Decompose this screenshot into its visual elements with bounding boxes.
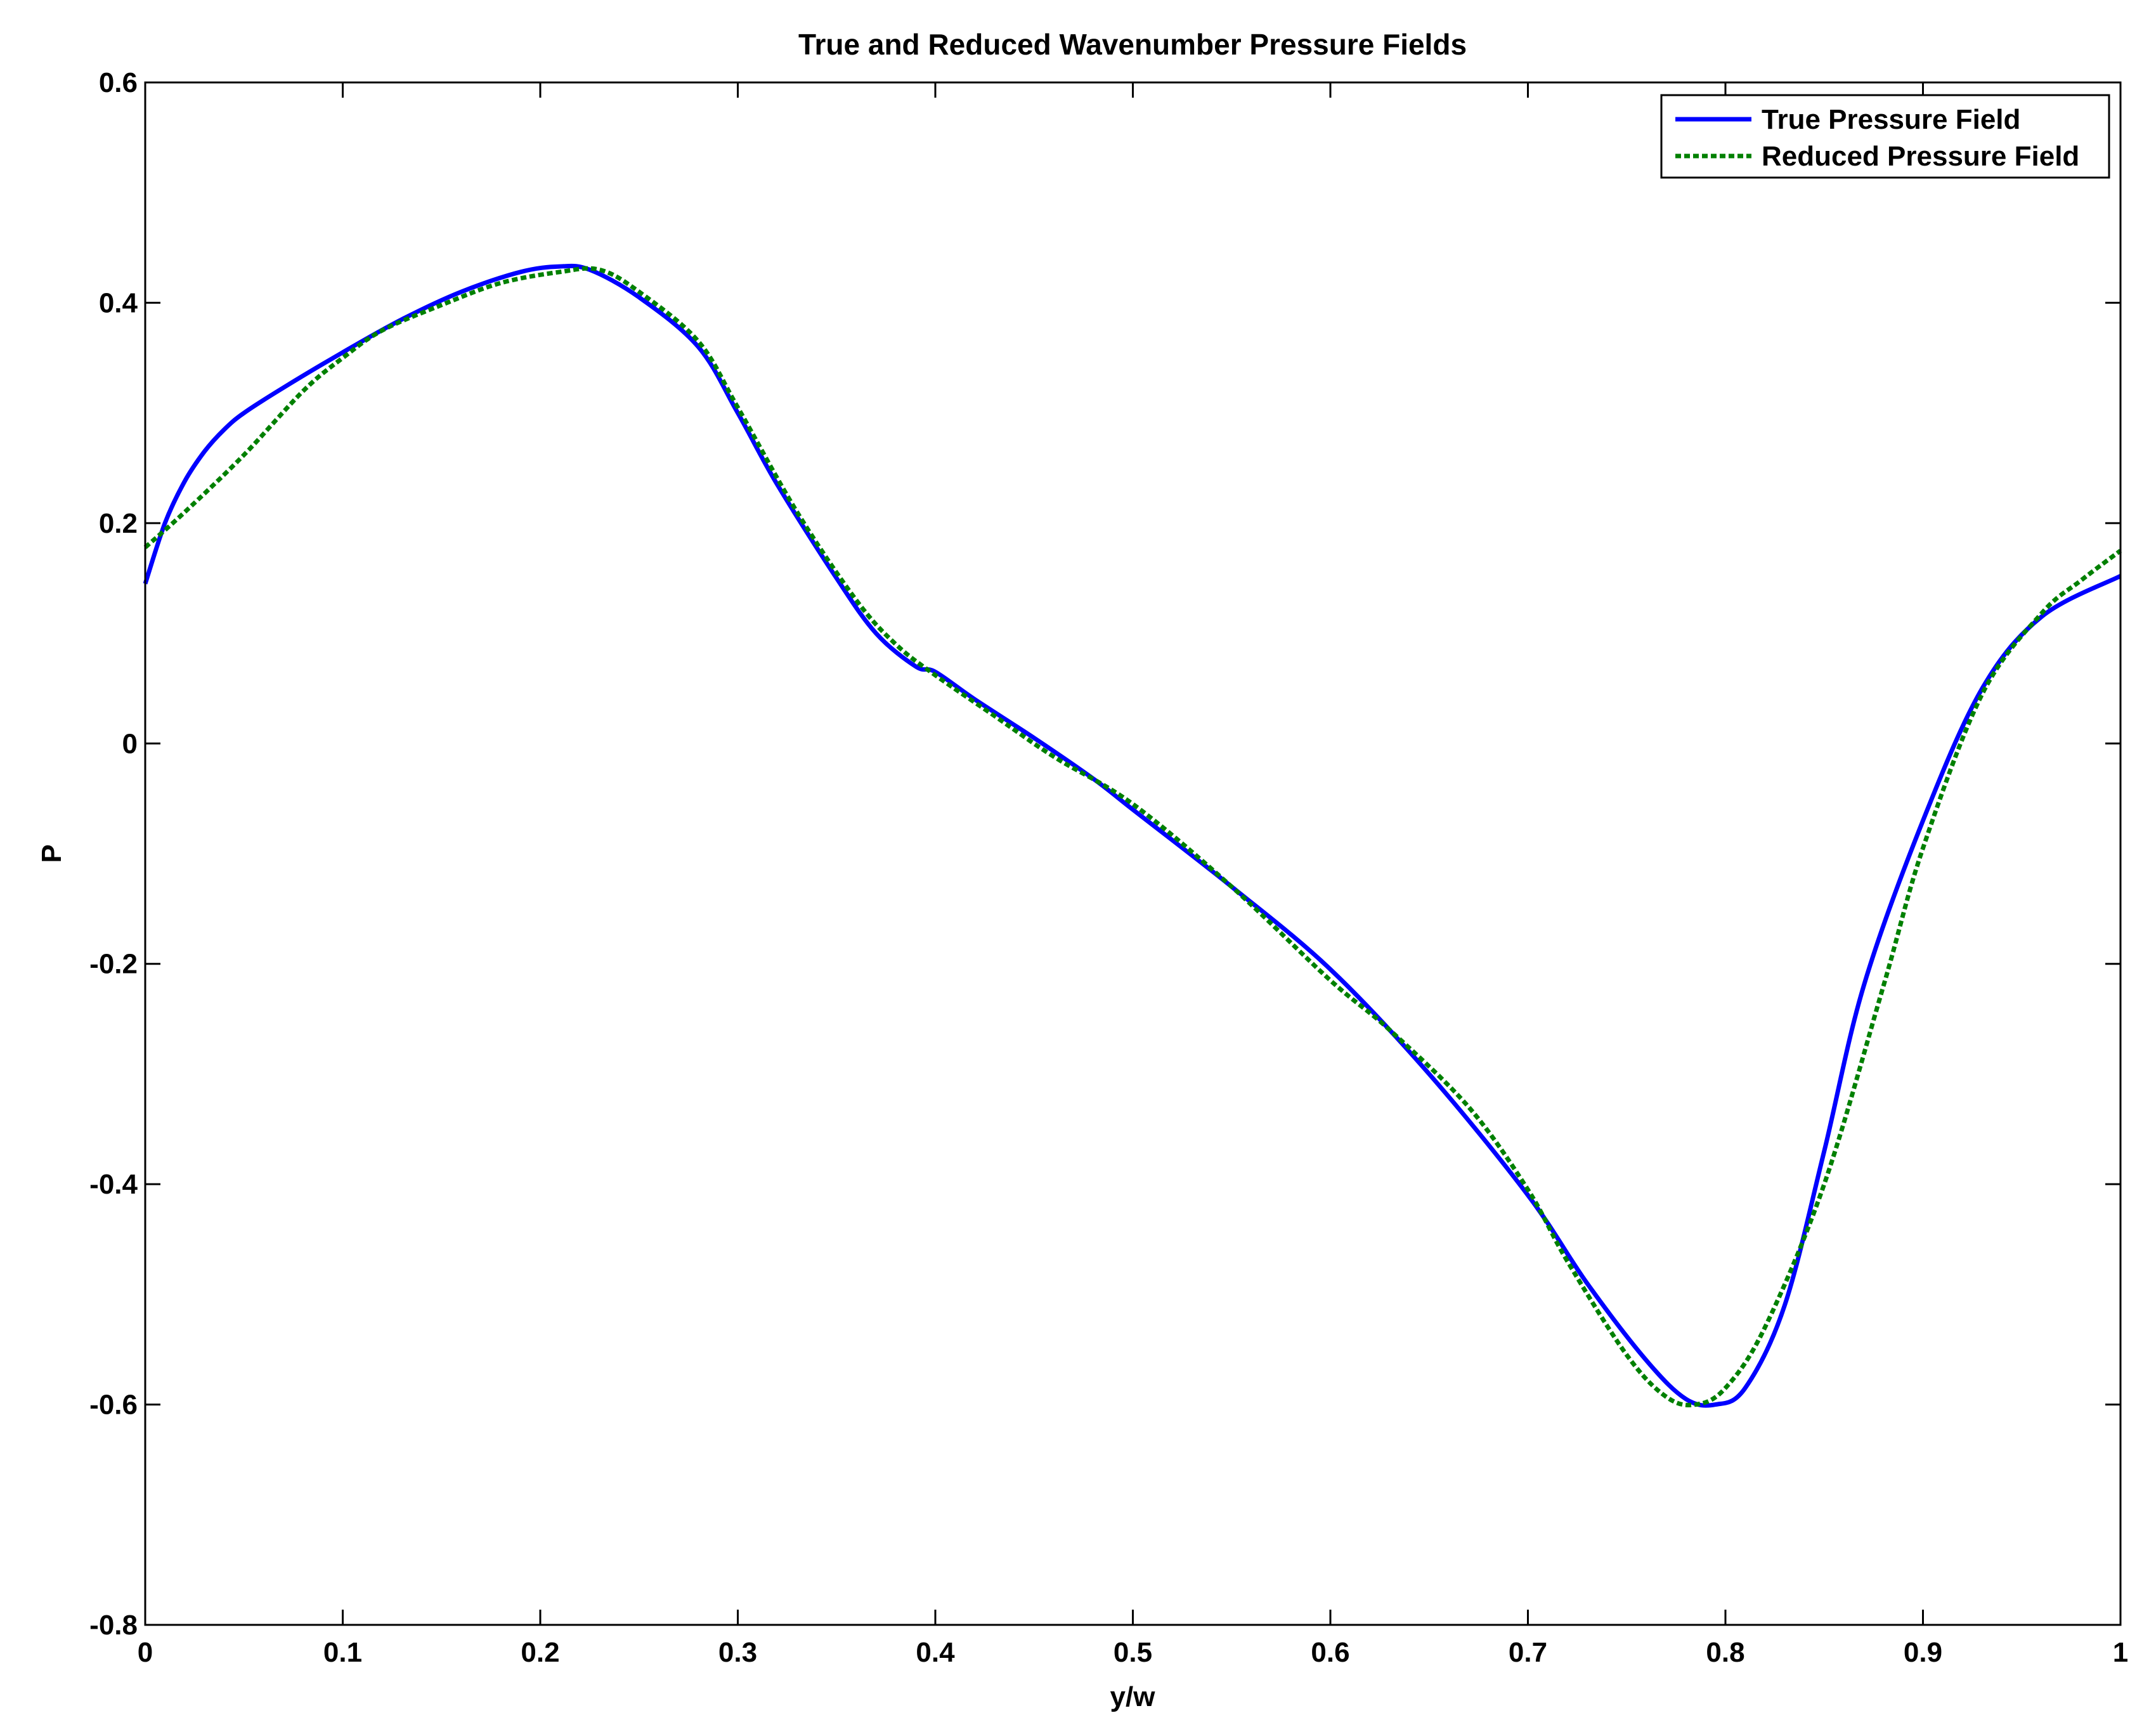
x-tick-label: 0.1 <box>323 1637 362 1668</box>
y-tick-label: -0.2 <box>89 949 138 980</box>
x-tick-label: 0.4 <box>916 1637 955 1668</box>
legend-label-reduced-pressure-field: Reduced Pressure Field <box>1762 141 2079 172</box>
y-tick-label: 0.2 <box>99 508 138 539</box>
x-tick-label: 0.7 <box>1509 1637 1547 1668</box>
y-tick-label: -0.6 <box>89 1390 138 1421</box>
y-tick-label: 0 <box>122 728 138 759</box>
x-tick-label: 0.3 <box>718 1637 757 1668</box>
x-tick-label: 0.8 <box>1706 1637 1744 1668</box>
y-tick-label: -0.8 <box>89 1610 138 1641</box>
chart-title: True and Reduced Wavenumber Pressure Fie… <box>798 28 1467 61</box>
y-tick-label: 0.4 <box>99 287 138 318</box>
x-tick-labels: 0 0.1 0.2 0.3 0.4 0.5 0.6 0.7 0.8 0.9 1 <box>138 1637 2128 1668</box>
y-tick-label: -0.4 <box>89 1169 138 1200</box>
x-tick-label: 1 <box>2113 1637 2128 1668</box>
x-tick-label: 0 <box>138 1637 153 1668</box>
y-tick-label: 0.6 <box>99 67 138 98</box>
series-layer <box>143 263 2122 1408</box>
x-tick-label: 0.2 <box>521 1637 559 1668</box>
legend-label-true-pressure-field: True Pressure Field <box>1762 104 2020 135</box>
plot-frame <box>144 81 2122 1626</box>
true-pressure-field-line <box>143 263 2122 1408</box>
legend-box <box>1660 94 2110 179</box>
x-tick-label: 0.9 <box>1904 1637 1942 1668</box>
x-tick-label: 0.6 <box>1311 1637 1349 1668</box>
legend: True Pressure Field Reduced Pressure Fie… <box>1660 94 2110 179</box>
x-axis-label: y/w <box>1110 1681 1156 1712</box>
x-tick-label: 0.5 <box>1114 1637 1152 1668</box>
plot-area <box>145 82 2120 1625</box>
reduced-pressure-field-line <box>143 266 2122 1407</box>
y-tick-labels: 0.6 0.4 0.2 0 -0.2 -0.4 -0.6 -0.8 <box>89 67 138 1641</box>
y-axis-label: P <box>36 844 67 863</box>
